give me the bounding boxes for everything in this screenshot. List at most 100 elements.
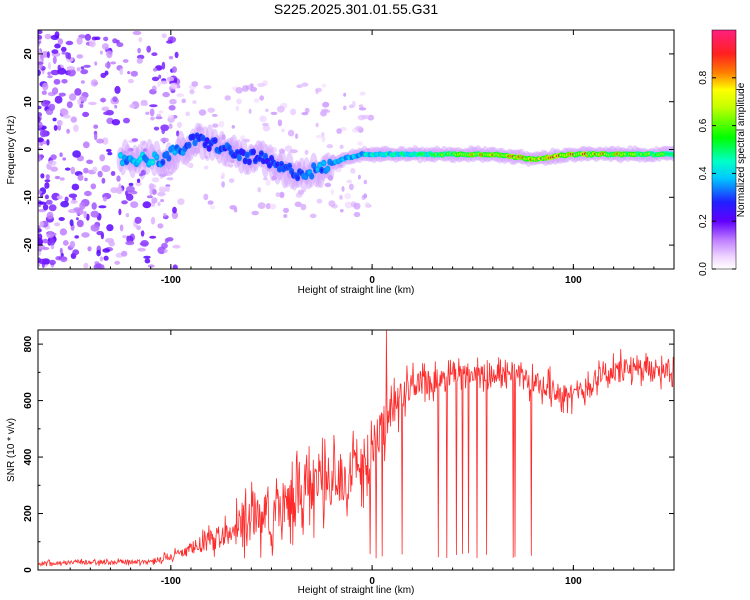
noise-blob — [249, 145, 255, 150]
noise-blob — [157, 201, 161, 207]
noise-blob — [363, 193, 368, 199]
noise-blob — [220, 175, 225, 180]
noise-blob — [53, 124, 58, 131]
noise-blob — [139, 140, 146, 146]
x-tick-label: 0 — [369, 576, 375, 587]
noise-blob — [359, 91, 366, 96]
noise-blob — [290, 108, 297, 116]
noise-blob — [38, 112, 42, 118]
ridge-core — [263, 154, 267, 158]
noise-blob — [140, 101, 148, 106]
noise-blob — [304, 149, 309, 155]
ridge-core — [201, 136, 205, 140]
noise-blob — [259, 115, 267, 123]
x-tick-label: -100 — [161, 576, 181, 587]
noise-blob — [189, 89, 195, 95]
ridge-core — [267, 163, 272, 167]
noise-blob — [50, 244, 55, 250]
ridge-core — [187, 143, 191, 147]
noise-blob — [47, 71, 51, 76]
noise-blob — [93, 124, 99, 129]
noise-blob — [91, 202, 97, 210]
noise-blob — [259, 95, 265, 101]
noise-blob — [94, 36, 101, 41]
ridge-core — [247, 160, 251, 164]
noise-blob — [127, 71, 131, 75]
noise-blob — [344, 201, 353, 209]
ridge-core — [120, 161, 125, 165]
noise-blob — [249, 86, 258, 92]
noise-blob — [73, 207, 82, 212]
noise-blob — [74, 235, 79, 239]
noise-blob — [76, 219, 84, 228]
noise-blob — [235, 87, 243, 94]
noise-blob — [192, 100, 197, 104]
noise-blob — [42, 140, 47, 145]
noise-blob — [38, 69, 41, 77]
noise-blob — [122, 235, 127, 239]
noise-blob — [46, 231, 55, 239]
noise-blob — [56, 195, 63, 200]
noise-blob — [40, 173, 45, 179]
ridge-core — [288, 164, 292, 168]
noise-blob — [257, 202, 266, 210]
noise-blob — [330, 189, 335, 196]
noise-blob — [67, 68, 76, 77]
noise-blob — [172, 264, 178, 269]
noise-blob — [99, 256, 104, 262]
noise-blob — [177, 198, 185, 206]
noise-blob — [90, 183, 97, 190]
noise-blob — [270, 111, 278, 115]
noise-blob — [93, 81, 98, 86]
noise-blob — [82, 141, 90, 149]
ridge-core — [312, 164, 316, 168]
noise-blob — [60, 200, 69, 208]
noise-blob — [343, 105, 347, 111]
noise-blob — [221, 181, 226, 188]
ridge-core — [316, 168, 320, 171]
noise-blob — [48, 103, 56, 112]
noise-blob — [98, 205, 107, 209]
noise-blob — [146, 195, 153, 199]
noise-blob — [162, 212, 167, 217]
noise-blob — [135, 181, 142, 187]
noise-blob — [54, 175, 61, 180]
noise-blob — [147, 264, 155, 268]
noise-blob — [83, 262, 89, 269]
noise-blob — [253, 98, 260, 103]
noise-blob — [59, 228, 68, 236]
noise-blob — [278, 148, 286, 154]
noise-blob — [276, 105, 285, 113]
noise-blob — [218, 120, 225, 128]
noise-blob — [102, 137, 109, 145]
noise-blob — [160, 80, 168, 85]
noise-blob — [46, 211, 54, 220]
noise-blob — [62, 240, 69, 246]
noise-blob — [50, 166, 59, 172]
ridge-core — [227, 146, 231, 150]
noise-blob — [297, 189, 305, 195]
x-tick-label: 0 — [369, 275, 375, 286]
noise-blob — [134, 216, 142, 224]
noise-blob — [136, 178, 141, 183]
noise-blob — [46, 139, 50, 146]
noise-blob — [185, 111, 191, 117]
noise-blob — [279, 191, 285, 199]
noise-blob — [103, 255, 109, 261]
noise-blob — [283, 207, 289, 213]
noise-blob — [126, 235, 130, 242]
ridge-core — [257, 157, 261, 160]
noise-blob — [99, 154, 106, 162]
noise-blob — [151, 188, 157, 195]
noise-blob — [86, 159, 94, 164]
noise-blob — [61, 109, 69, 117]
noise-blob — [265, 203, 271, 210]
ridge-core — [213, 139, 217, 142]
noise-blob — [146, 45, 151, 53]
ridge-core — [237, 156, 241, 160]
noise-blob — [83, 64, 91, 68]
noise-blob — [57, 38, 64, 45]
noise-blob — [145, 111, 150, 116]
noise-blob — [315, 122, 319, 128]
noise-blob — [87, 246, 92, 252]
